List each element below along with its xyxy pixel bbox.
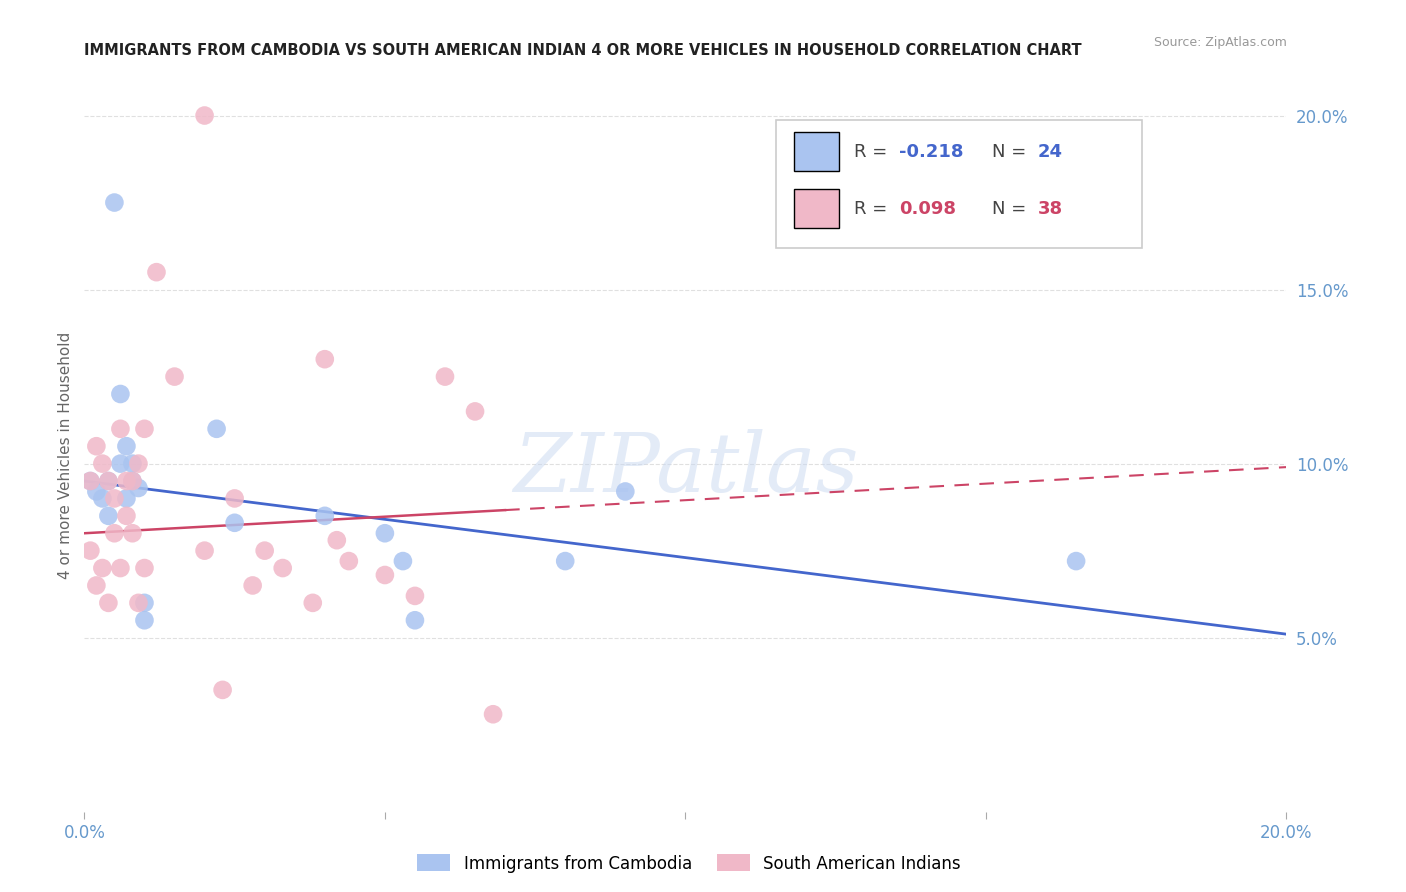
Point [97, 508, 120, 523]
Point [314, 508, 336, 523]
Point [115, 439, 138, 453]
FancyBboxPatch shape [793, 189, 839, 228]
Point [301, 596, 323, 610]
Text: ZIPatlas: ZIPatlas [513, 429, 858, 509]
Point [110, 422, 132, 436]
Point [91, 561, 114, 575]
Point [392, 554, 415, 568]
Point [91, 491, 114, 506]
Text: IMMIGRANTS FROM CAMBODIA VS SOUTH AMERICAN INDIAN 4 OR MORE VEHICLES IN HOUSEHOL: IMMIGRANTS FROM CAMBODIA VS SOUTH AMERIC… [84, 43, 1083, 58]
Point [121, 474, 143, 488]
Point [97, 474, 120, 488]
Text: N =: N = [993, 143, 1032, 161]
Point [91, 457, 114, 471]
Point [224, 491, 246, 506]
Point [145, 265, 167, 279]
Point [482, 707, 505, 722]
Point [224, 516, 246, 530]
Point [554, 554, 576, 568]
Point [115, 508, 138, 523]
Point [103, 526, 125, 541]
Text: Source: ZipAtlas.com: Source: ZipAtlas.com [1153, 36, 1286, 49]
Point [121, 526, 143, 541]
Point [205, 422, 228, 436]
Point [97, 596, 120, 610]
FancyBboxPatch shape [776, 120, 1142, 248]
Point [110, 561, 132, 575]
Point [464, 404, 486, 418]
Text: N =: N = [993, 200, 1032, 218]
Text: 0.098: 0.098 [900, 200, 956, 218]
Point [1064, 554, 1087, 568]
Point [103, 491, 125, 506]
Point [79, 474, 101, 488]
Text: -0.218: -0.218 [900, 143, 965, 161]
Point [134, 613, 156, 627]
Point [434, 369, 457, 384]
Point [134, 596, 156, 610]
Point [134, 561, 156, 575]
Point [97, 474, 120, 488]
Point [115, 491, 138, 506]
Point [337, 554, 360, 568]
Point [374, 526, 396, 541]
Point [121, 474, 143, 488]
Point [86, 484, 108, 499]
Text: 38: 38 [1038, 200, 1063, 218]
Legend: Immigrants from Cambodia, South American Indians: Immigrants from Cambodia, South American… [411, 847, 967, 880]
Point [110, 457, 132, 471]
Point [374, 568, 396, 582]
Point [314, 352, 336, 367]
FancyBboxPatch shape [793, 132, 839, 171]
Point [127, 481, 149, 495]
Point [404, 613, 426, 627]
Point [194, 109, 217, 123]
Point [404, 589, 426, 603]
Point [194, 543, 217, 558]
Point [115, 474, 138, 488]
Y-axis label: 4 or more Vehicles in Household: 4 or more Vehicles in Household [58, 331, 73, 579]
Point [326, 533, 349, 548]
Point [242, 578, 264, 592]
Point [271, 561, 294, 575]
Point [121, 457, 143, 471]
Point [253, 543, 276, 558]
Text: R =: R = [853, 143, 893, 161]
Text: 24: 24 [1038, 143, 1063, 161]
Point [134, 422, 156, 436]
Point [614, 484, 637, 499]
Point [79, 474, 101, 488]
Point [211, 682, 233, 697]
Point [127, 596, 149, 610]
Point [110, 387, 132, 401]
Text: R =: R = [853, 200, 893, 218]
Point [163, 369, 186, 384]
Point [127, 457, 149, 471]
Point [86, 578, 108, 592]
Point [103, 195, 125, 210]
Point [79, 543, 101, 558]
Point [86, 439, 108, 453]
